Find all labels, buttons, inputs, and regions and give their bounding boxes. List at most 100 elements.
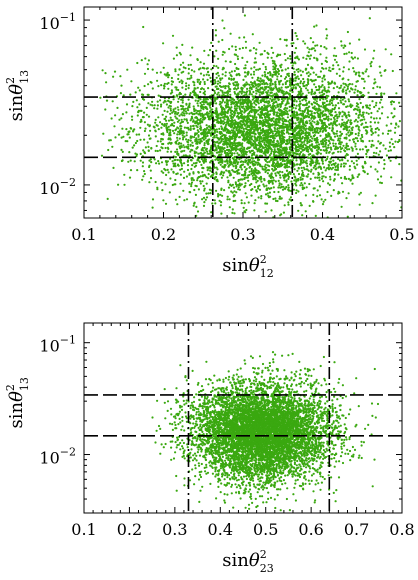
scatter-point [355,112,358,115]
scatter-point [168,141,171,144]
scatter-point [192,179,195,182]
scatter-point [321,101,324,104]
scatter-point [169,109,172,112]
scatter-point [328,123,331,126]
scatter-point [379,181,382,184]
scatter-point [351,57,355,60]
scatter-point [218,151,221,154]
scatter-point [215,166,218,169]
scatter-point [170,141,173,145]
scatter-point [389,159,392,162]
scatter-point [363,87,366,90]
scatter-point [247,142,250,145]
scatter-point [312,41,315,44]
scatter-point [277,98,280,102]
scatter-point [238,158,241,161]
scatter-point [279,165,283,168]
scatter-point [168,134,171,137]
scatter-point [352,162,355,165]
scatter-point [228,77,231,80]
scatter-point [184,110,187,113]
scatter-point [126,68,129,71]
scatter-point [154,118,157,121]
scatter-point [269,72,272,75]
scatter-point [320,62,323,65]
scatter-point [313,105,316,108]
scatter-point [190,159,193,162]
scatter-point [376,170,379,173]
scatter-point [215,49,218,52]
scatter-point [165,124,168,127]
scatter-point [274,158,278,161]
scatter-point [289,172,292,175]
scatter-point [293,116,296,119]
scatter-point [166,130,169,134]
scatter-point [309,170,312,173]
scatter-point [185,119,188,122]
scatter-point [139,138,142,141]
scatter-point [224,134,227,137]
scatter-point [300,74,303,77]
scatter-point [164,202,168,205]
scatter-point [258,137,261,140]
scatter-point [390,122,393,125]
scatter-point [191,144,194,147]
scatter-point [296,112,299,115]
scatter-point [132,100,135,103]
scatter-point [356,57,359,60]
scatter-point [220,119,223,122]
scatter-point [330,118,333,121]
scatter-point [199,128,202,131]
scatter-point [323,78,326,81]
scatter-point [229,109,232,112]
scatter-point [180,118,183,121]
scatter-point [118,118,121,121]
scatter-point [151,104,154,107]
scatter-point [311,106,314,109]
scatter-point [377,140,380,143]
scatter-point [206,150,209,153]
scatter-point [272,139,275,142]
scatter-point [268,138,271,142]
scatter-point [218,103,221,106]
scatter-point [290,108,293,112]
scatter-point [185,82,188,85]
scatter-point [143,111,146,114]
scatter-point [322,200,325,203]
scatter-point [236,57,240,61]
scatter-point [193,70,196,73]
scatter-point [178,195,181,198]
scatter-point [234,45,237,48]
scatter-point [309,177,312,180]
scatter-point [142,149,145,152]
scatter-point [272,88,275,91]
scatter-point [347,68,350,71]
scatter-point [277,70,280,73]
scatter-point [358,193,361,196]
scatter-point [346,148,349,151]
scatter-point [238,136,241,139]
scatter-point [229,93,232,96]
scatter-point [202,88,205,91]
scatter-point [193,136,196,139]
scatter-point [288,135,291,138]
scatter-point [325,107,328,110]
scatter-point [192,127,195,130]
scatter-point [290,87,293,90]
scatter-point [113,125,116,128]
scatter-point [359,101,362,105]
scatter-point [288,189,291,192]
scatter-point [264,68,268,71]
scatter-point [255,87,258,90]
scatter-point [147,115,151,118]
scatter-point [233,101,236,104]
scatter-point [228,206,231,209]
scatter-point [325,100,329,103]
scatter-point [382,167,386,170]
scatter-point [119,92,122,95]
scatter-point [187,143,190,146]
scatter-point [207,192,210,195]
scatter-point [169,177,172,180]
scatter-point [295,34,298,38]
scatter-point [247,101,251,104]
